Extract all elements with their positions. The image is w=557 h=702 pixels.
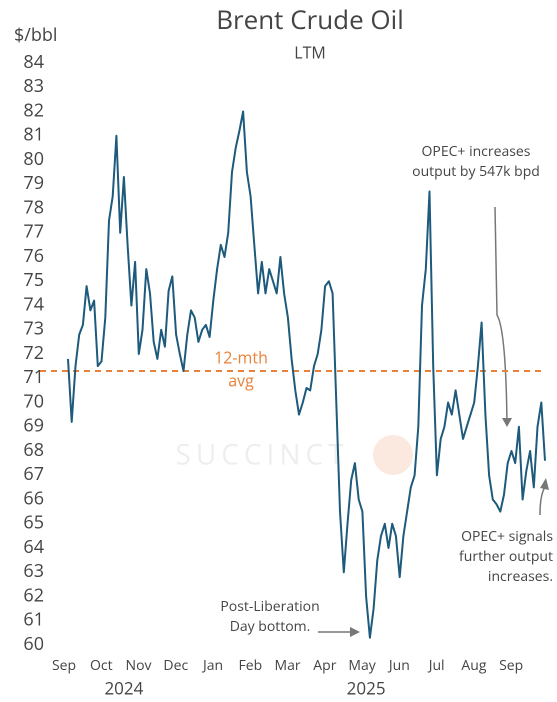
- x-tick-label: Nov: [126, 656, 152, 675]
- y-tick-label: 76: [23, 244, 44, 268]
- y-tick-label: 84: [23, 50, 44, 74]
- y-tick-label: 67: [23, 462, 44, 486]
- annotation: Day bottom.: [230, 617, 311, 636]
- y-tick-label: 70: [23, 389, 44, 413]
- y-tick-label: 73: [23, 317, 44, 341]
- y-tick-label: 75: [23, 268, 44, 292]
- y-tick-label: 81: [23, 123, 44, 147]
- price-line: [67, 110, 546, 639]
- x-group-label: 2024: [104, 677, 143, 700]
- y-axis-label: $/bbl: [14, 23, 57, 47]
- y-tick-label: 65: [23, 511, 44, 535]
- arrow: [494, 206, 508, 426]
- y-tick-label: 64: [23, 535, 44, 559]
- x-tick-label: Mar: [275, 656, 301, 675]
- arrow-head: [502, 418, 512, 427]
- y-tick-label: 71: [23, 365, 44, 389]
- x-group-label: 2025: [347, 677, 386, 700]
- x-tick-label: Feb: [239, 656, 263, 675]
- average-label: 12-mth: [214, 346, 268, 368]
- y-tick-label: 79: [23, 171, 44, 195]
- average-label: avg: [228, 369, 254, 391]
- y-tick-label: 60: [23, 632, 44, 656]
- x-tick-label: May: [348, 656, 376, 675]
- y-tick-label: 72: [23, 341, 44, 365]
- x-tick-label: Apr: [313, 656, 336, 675]
- arrow: [539, 486, 546, 516]
- x-tick-label: Jun: [387, 656, 410, 675]
- chart-subtitle: LTM: [294, 41, 326, 63]
- x-tick-label: Jan: [201, 656, 223, 675]
- y-tick-label: 68: [23, 438, 44, 462]
- x-tick-label: Jul: [427, 656, 445, 675]
- x-tick-label: Sep: [52, 656, 76, 675]
- x-tick-label: Oct: [90, 656, 113, 675]
- y-tick-label: 61: [23, 608, 44, 632]
- y-tick-label: 66: [23, 486, 44, 510]
- watermark-logo: [373, 435, 413, 475]
- y-tick-label: 74: [23, 292, 44, 316]
- annotation: further output: [459, 547, 553, 566]
- y-tick-label: 63: [23, 559, 44, 583]
- y-tick-label: 80: [23, 147, 44, 171]
- arrow-head: [350, 627, 360, 637]
- annotation: increases.: [488, 567, 553, 586]
- watermark: SUCCINCT: [176, 435, 349, 473]
- y-tick-label: 62: [23, 583, 44, 607]
- annotation: OPEC+ increases: [422, 142, 531, 161]
- annotation: Post-Liberation: [220, 597, 319, 616]
- y-tick-label: 78: [23, 195, 44, 219]
- y-tick-label: 77: [23, 220, 44, 244]
- x-tick-label: Aug: [461, 656, 486, 675]
- annotation: output by 547k bpd: [412, 162, 540, 181]
- x-tick-label: Sep: [499, 656, 523, 675]
- y-tick-label: 69: [23, 414, 44, 438]
- annotation: OPEC+ signals: [461, 527, 553, 546]
- y-tick-label: 83: [23, 74, 44, 98]
- y-tick-label: 82: [23, 98, 44, 122]
- x-tick-label: Dec: [163, 656, 188, 675]
- chart-title: Brent Crude Oil: [216, 1, 404, 37]
- arrow-head: [540, 478, 549, 490]
